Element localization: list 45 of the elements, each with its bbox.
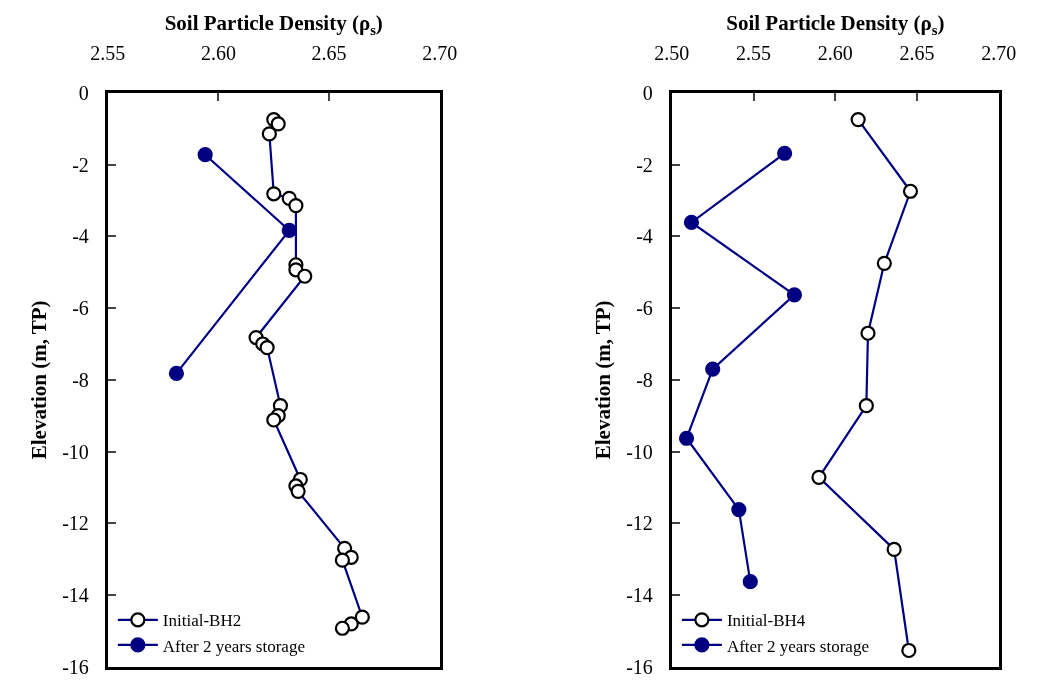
x-tick-label: 2.55 (736, 42, 772, 65)
x-axis-title: Soil Particle Density (ρ$_{s}$) (164, 11, 383, 38)
x-tick-label: 2.70 (981, 42, 1017, 65)
y-axis-title: Elevation (m, TP) (591, 300, 616, 460)
point (777, 145, 793, 161)
point (678, 430, 695, 446)
legend-label: After 2 years storage (162, 636, 305, 656)
x-tick-label: 2.70 (422, 42, 458, 65)
point (168, 365, 185, 381)
y-tick-label: -8 (636, 368, 653, 391)
y-tick-label: -10 (62, 440, 89, 463)
y-tick-label: 0 (642, 82, 653, 105)
y-tick-label: -2 (72, 153, 89, 176)
x-tick-label: 2.50 (654, 42, 690, 65)
y-tick-label: -4 (72, 225, 89, 248)
point (731, 502, 747, 518)
point (281, 222, 297, 238)
point (705, 361, 721, 377)
point (197, 147, 213, 163)
point (786, 287, 803, 303)
legend-label: Initial-BH4 (726, 611, 806, 631)
y-tick-label: 0 (78, 82, 89, 105)
x-tick-label: 2.60 (817, 42, 853, 65)
y-tick-label: -12 (62, 512, 89, 535)
y-tick-label: -8 (72, 368, 89, 391)
point (683, 214, 700, 231)
y-tick-label: -6 (636, 297, 653, 320)
y-tick-label: -10 (626, 440, 653, 463)
x-tick-label: 2.55 (90, 42, 126, 65)
y-tick-label: -4 (636, 225, 653, 248)
point (742, 574, 758, 590)
y-tick-label: -16 (626, 655, 653, 678)
legend-label: After 2 years storage (726, 636, 869, 656)
y-tick-label: -14 (62, 583, 89, 606)
y-tick-label: -6 (72, 297, 89, 320)
x-axis-title: Soil Particle Density (ρ$_{s}$) (726, 11, 945, 38)
y-axis-title: Elevation (m, TP) (27, 300, 52, 460)
y-tick-label: -12 (626, 512, 653, 535)
x-tick-label: 2.65 (899, 42, 935, 65)
legend-label: Initial-BH2 (162, 611, 242, 631)
y-tick-label: -16 (62, 655, 89, 678)
y-tick-label: -14 (626, 583, 653, 606)
x-tick-label: 2.60 (200, 42, 236, 65)
x-tick-label: 2.65 (311, 42, 347, 65)
y-tick-label: -2 (636, 153, 653, 176)
